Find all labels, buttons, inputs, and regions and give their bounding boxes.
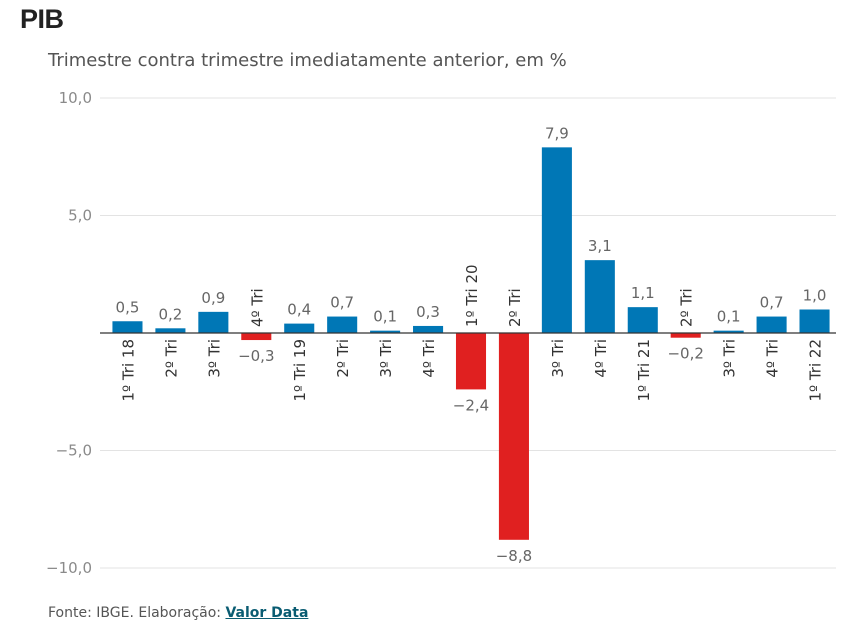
bar [241,333,272,341]
value-label: −8,8 [496,547,532,565]
bar [584,260,615,333]
source-footer: Fonte: IBGE. Elaboração: Valor Data [48,605,308,621]
category-label: 1º Tri 22 [807,339,825,402]
bar [455,333,487,390]
category-label: 2º Tri [678,288,696,327]
value-label: −0,2 [667,345,703,363]
value-label: 7,9 [545,124,569,142]
value-label: 0,2 [158,305,182,323]
bar [541,147,572,333]
valor-data-link[interactable]: Valor Data [225,605,309,621]
bar [670,333,701,338]
bar [284,323,315,333]
y-tick-label: −5,0 [56,442,92,460]
y-tick-label: 5,0 [68,207,92,225]
category-label: 4º Tri [592,339,610,378]
value-label: −0,3 [238,347,274,365]
y-tick-label: −10,0 [46,559,92,577]
value-label: 1,1 [631,284,655,302]
category-label: 3º Tri [721,339,739,378]
category-label: 1º Tri 19 [291,339,309,402]
value-label: 0,5 [116,298,140,316]
bar [799,309,830,333]
category-label: 3º Tri [549,339,567,378]
category-label: 3º Tri [205,339,223,378]
value-label: 1,0 [803,287,827,305]
bar [413,325,444,333]
bar [327,316,358,333]
value-label: 3,1 [588,237,612,255]
bar [627,307,658,333]
category-label: 4º Tri [420,339,438,378]
value-label: 0,3 [416,303,440,321]
bar [155,328,186,333]
value-label: 0,9 [201,289,225,307]
source-text: Fonte: IBGE. Elaboração: [48,605,226,621]
value-label: 0,4 [287,301,311,319]
category-label: 1º Tri 18 [119,339,137,402]
chart-subtitle: Trimestre contra trimestre imediatamente… [48,50,567,71]
bar-chart: 10,0 5,0 −5,0 −10,0 0,5 1º Tri 18 0,2 2º Tri 0,9… [46,89,836,577]
category-label: 2º Tri [162,339,180,378]
bar [198,311,229,333]
bar [498,333,529,540]
bar [713,330,744,333]
bar [112,321,143,333]
category-label: 1º Tri 20 [463,264,481,327]
category-label: 2º Tri [506,288,524,327]
category-label: 4º Tri [248,288,266,327]
value-label: −2,4 [453,396,489,414]
value-label: 0,7 [760,294,784,312]
y-tick-label: 10,0 [59,89,92,107]
bar [756,316,787,333]
category-label: 3º Tri [377,339,395,378]
value-label: 0,1 [373,308,397,326]
value-label: 0,7 [330,294,354,312]
chart-title: PIB [20,4,64,34]
category-label: 2º Tri [334,339,352,378]
category-label: 1º Tri 21 [635,339,653,402]
value-label: 0,1 [717,308,741,326]
bar [370,330,401,333]
category-label: 4º Tri [764,339,782,378]
